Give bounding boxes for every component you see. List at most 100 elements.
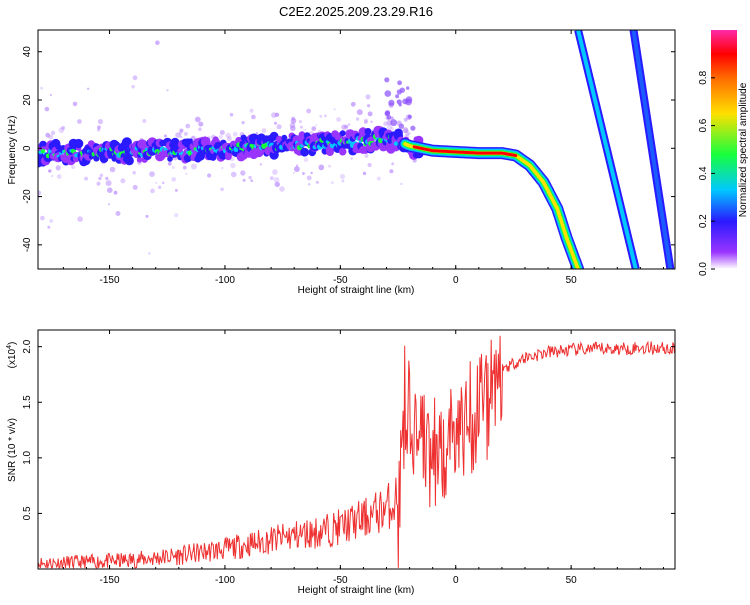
noise-speckle xyxy=(367,104,371,108)
chart-title: C2E2.2025.209.23.29.R16 xyxy=(279,4,433,19)
spectrogram-panel: -150 -100 -50 0 50 -40 -20 0 20 40 Height of stra… xyxy=(7,29,676,296)
noise-speckle xyxy=(350,157,353,160)
snr-line xyxy=(38,335,675,569)
noise-speckle xyxy=(324,114,327,118)
noise-speckle xyxy=(331,181,334,185)
noise-speckle xyxy=(370,120,373,124)
noise-speckle xyxy=(367,111,373,117)
signal-blob xyxy=(298,131,306,138)
noise-speckle xyxy=(49,219,54,223)
flare-blob xyxy=(390,119,398,127)
spectrogram-frame xyxy=(37,29,676,270)
noise-speckle xyxy=(99,173,104,177)
noise-speckle xyxy=(407,132,411,136)
noise-speckle xyxy=(251,114,256,120)
noise-speckle xyxy=(273,177,280,183)
signal-blob xyxy=(338,147,347,156)
flare-blob xyxy=(399,87,405,93)
x-tick-label: 50 xyxy=(566,575,578,586)
snr-scale-label: (x104) xyxy=(6,342,18,369)
noise-speckle xyxy=(97,128,101,132)
signal-blob xyxy=(187,138,193,144)
noise-speckle xyxy=(249,108,254,113)
signal-blob xyxy=(281,134,288,141)
noise-speckle xyxy=(47,225,51,229)
noise-speckle xyxy=(311,126,317,131)
y-tick-label: 0 xyxy=(22,145,33,151)
signal-blob xyxy=(364,128,372,135)
flare-blob xyxy=(398,123,404,129)
noise-speckle xyxy=(155,181,158,184)
snr-xlabel: Height of straight line (km) xyxy=(298,585,415,596)
noise-speckle xyxy=(229,112,234,117)
noise-speckle xyxy=(220,187,224,192)
y-tick-label: 20 xyxy=(22,94,33,106)
colorbar-tick-label: 0.0 xyxy=(698,262,709,276)
flare-blob xyxy=(388,99,395,106)
noise-speckle xyxy=(259,163,262,166)
noise-speckle xyxy=(279,186,285,192)
signal-blob xyxy=(339,130,346,137)
noise-speckle xyxy=(242,178,246,182)
y-tick-label: 40 xyxy=(22,46,33,58)
flare-blob xyxy=(384,110,391,116)
signal-blob xyxy=(275,135,283,143)
colorbar-label: Normalized spectral amplitude xyxy=(738,82,749,217)
noise-speckle xyxy=(221,167,224,170)
noise-speckle xyxy=(272,169,278,175)
snr-frame xyxy=(37,329,676,570)
noise-speckle xyxy=(108,203,110,206)
noise-speckle xyxy=(364,154,369,158)
noise-speckle xyxy=(230,162,236,169)
noise-speckle xyxy=(296,164,299,167)
noise-speckle xyxy=(347,123,351,126)
noise-speckle xyxy=(362,171,367,176)
noise-speckle xyxy=(269,176,274,181)
noise-speckle xyxy=(219,130,225,135)
noise-speckle xyxy=(230,171,237,178)
colorbar-tick-label: 0.4 xyxy=(698,166,709,180)
noise-speckle xyxy=(294,166,300,173)
noise-speckle xyxy=(290,125,296,132)
noise-speckle xyxy=(306,108,311,114)
y-tick-label: -20 xyxy=(22,189,33,204)
signal-core xyxy=(74,153,78,158)
noise-speckle xyxy=(174,213,179,218)
noise-speckle xyxy=(142,119,147,123)
signal-blob xyxy=(121,137,132,148)
noise-speckle xyxy=(319,115,323,118)
noise-speckle xyxy=(402,127,409,134)
noise-speckle xyxy=(218,134,223,139)
flare-blob xyxy=(396,99,402,105)
noise-speckle xyxy=(274,121,277,125)
noise-speckle xyxy=(344,124,349,129)
noise-speckle xyxy=(274,181,280,188)
signal-blob xyxy=(358,127,368,136)
noise-speckle xyxy=(105,176,109,181)
flare-blob xyxy=(384,90,392,97)
diagonal-track-inner xyxy=(576,30,638,269)
spectrogram-xlabel: Height of straight line (km) xyxy=(298,285,415,296)
noise-speckle xyxy=(71,165,75,170)
noise-speckle xyxy=(304,128,307,131)
x-tick-label: 50 xyxy=(566,275,578,286)
colorbar-tick-label: 0.6 xyxy=(698,118,709,132)
noise-speckle xyxy=(171,166,175,169)
colorbar: 0.0 0.2 0.4 0.6 0.8 Normalized spectral ampl… xyxy=(698,30,749,276)
noise-speckle xyxy=(207,173,212,178)
noise-speckle xyxy=(149,171,155,178)
noise-speckle xyxy=(261,128,267,134)
coherent-track-layer xyxy=(400,139,583,269)
noise-speckle xyxy=(336,117,341,122)
flare-blob xyxy=(410,125,416,131)
noise-speckle xyxy=(341,179,345,183)
snr-panel: -150 -100 -50 0 50 0.5 1.0 1.5 2.0 Height of str… xyxy=(6,329,676,596)
noise-speckle xyxy=(241,121,245,125)
noise-speckle xyxy=(299,125,303,129)
noise-speckle xyxy=(97,119,103,125)
signal-blob xyxy=(126,157,133,164)
noise-speckle xyxy=(318,164,325,171)
noise-speckle xyxy=(50,130,56,136)
noise-speckle xyxy=(98,176,102,181)
noise-speckle xyxy=(400,182,403,186)
